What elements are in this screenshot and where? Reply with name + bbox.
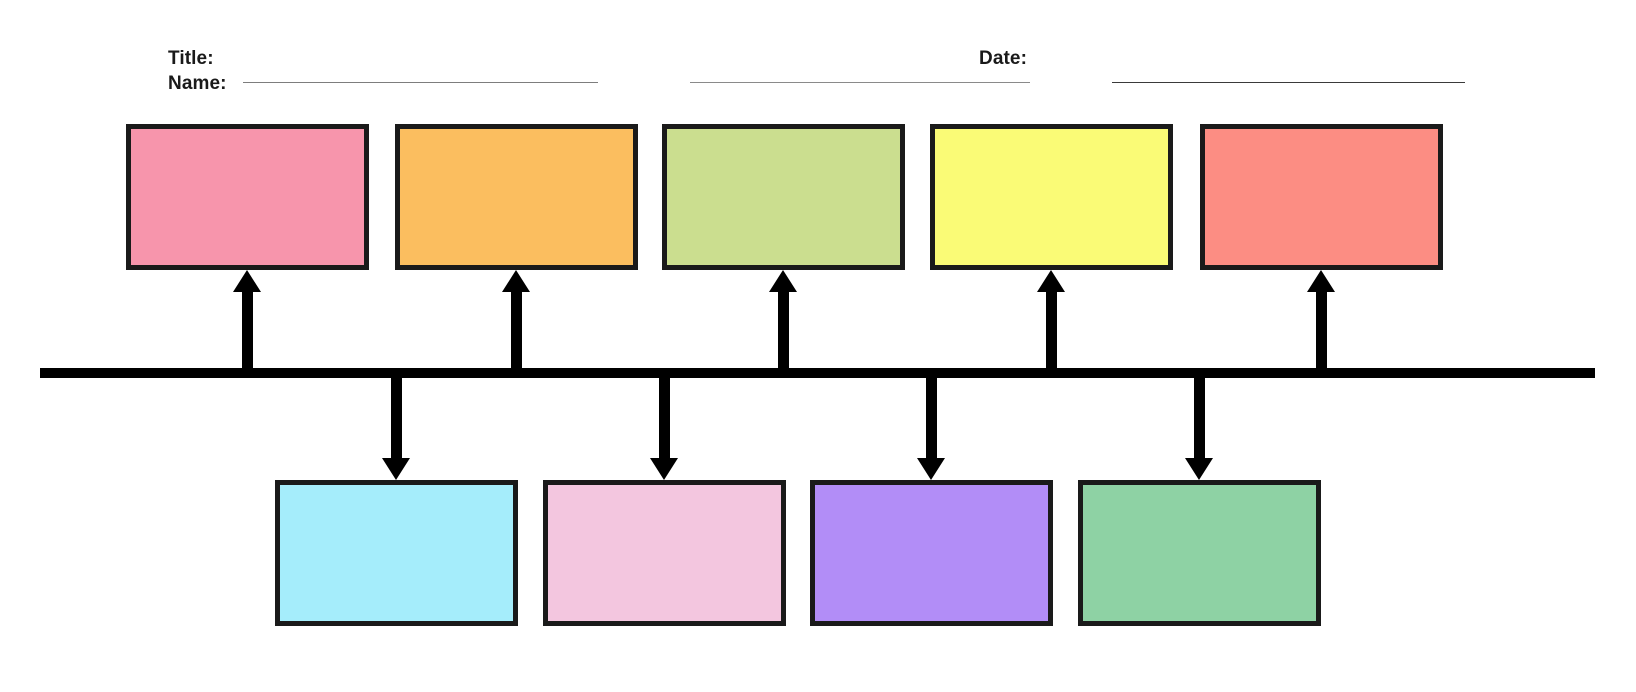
arrow-head-icon [1037,270,1065,292]
connector-arrow-up [769,270,797,378]
event-box[interactable] [543,480,786,626]
connector-arrow-down [917,368,945,480]
arrow-stem [241,284,253,378]
event-box[interactable] [1078,480,1321,626]
arrow-head-icon [917,458,945,480]
connector-arrow-down [1185,368,1213,480]
event-box[interactable] [1200,124,1443,270]
arrow-stem [510,284,522,378]
connector-arrow-down [382,368,410,480]
event-box[interactable] [810,480,1053,626]
event-box[interactable] [126,124,369,270]
event-box[interactable] [930,124,1173,270]
timeline-axis [40,368,1595,378]
arrow-head-icon [650,458,678,480]
arrow-head-icon [769,270,797,292]
arrow-stem [777,284,789,378]
arrow-head-icon [1185,458,1213,480]
arrow-head-icon [233,270,261,292]
arrow-stem [390,368,402,466]
name-label: Name: [168,73,227,94]
connector-arrow-up [1037,270,1065,378]
connector-arrow-up [233,270,261,378]
arrow-stem [1193,368,1205,466]
connector-arrow-up [502,270,530,378]
arrow-stem [925,368,937,466]
arrow-stem [1315,284,1327,378]
arrow-head-icon [1307,270,1335,292]
connector-arrow-down [650,368,678,480]
arrow-head-icon [382,458,410,480]
arrow-stem [1045,284,1057,378]
arrow-head-icon [502,270,530,292]
name-input-rule[interactable] [243,82,598,83]
event-box[interactable] [275,480,518,626]
date-input-rule[interactable] [1112,82,1465,83]
event-box[interactable] [662,124,905,270]
title-label: Title: [168,48,214,69]
connector-arrow-up [1307,270,1335,378]
event-box[interactable] [395,124,638,270]
arrow-stem [658,368,670,466]
date-label: Date: [979,48,1028,69]
title-input-rule[interactable] [690,82,1030,83]
